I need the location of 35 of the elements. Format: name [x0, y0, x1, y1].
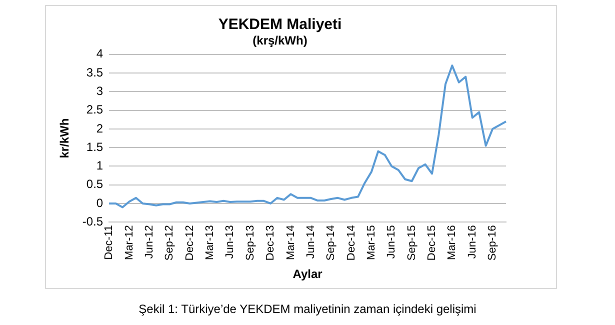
- x-tick-label: Dec-14: [345, 225, 358, 261]
- x-tick-label: Dec-13: [264, 225, 277, 261]
- y-tick-label: 1.5: [86, 140, 104, 154]
- x-tick-label: Mar-14: [284, 225, 297, 260]
- x-tick-label: Mar-12: [123, 225, 136, 260]
- x-tick-label: Mar-15: [365, 225, 378, 260]
- x-tick-label: Sep-16: [486, 225, 499, 261]
- x-tick-label: Jun-12: [143, 225, 156, 259]
- y-tick-label: 3.5: [86, 65, 104, 80]
- x-tick-label: Mar-13: [204, 225, 216, 260]
- x-tick-label: Dec-15: [426, 225, 438, 261]
- x-tick-label: Jun-16: [466, 225, 478, 259]
- y-tick-label: 2: [96, 121, 104, 136]
- y-axis-title: kr/kWh: [58, 118, 72, 158]
- y-tick-label: 3: [96, 84, 104, 98]
- y-tick-label: 2.5: [86, 102, 104, 117]
- x-tick-label: Sep-12: [164, 225, 176, 261]
- x-tick-label: Jun-15: [386, 225, 398, 259]
- x-tick-label: Sep-14: [325, 225, 338, 261]
- y-tick-label: 1: [96, 158, 104, 173]
- x-tick-label: Dec-12: [184, 225, 196, 261]
- y-tick-label: -0.5: [82, 214, 104, 228]
- x-tick-label: Mar-16: [446, 225, 458, 260]
- x-axis-title: Aylar: [292, 267, 323, 282]
- x-tick-label: Dec-11: [103, 225, 116, 260]
- x-tick-label: Jun-13: [224, 225, 236, 259]
- chart-subtitle: (krş/kWh): [252, 34, 308, 48]
- x-tick-label: Jun-14: [304, 225, 317, 259]
- x-tick-label: Sep-13: [244, 225, 256, 261]
- y-tick-label: 4: [96, 46, 104, 61]
- y-tick-label: 0: [96, 196, 104, 210]
- y-tick-label: 0.5: [86, 177, 104, 192]
- text: Şekil 1: Türkiye’de YEKDEM maliyetinin zaman içindeki gelişimi: [138, 302, 478, 316]
- chart-title: YEKDEM Maliyeti: [218, 16, 342, 34]
- x-tick-label: Sep-15: [406, 225, 418, 261]
